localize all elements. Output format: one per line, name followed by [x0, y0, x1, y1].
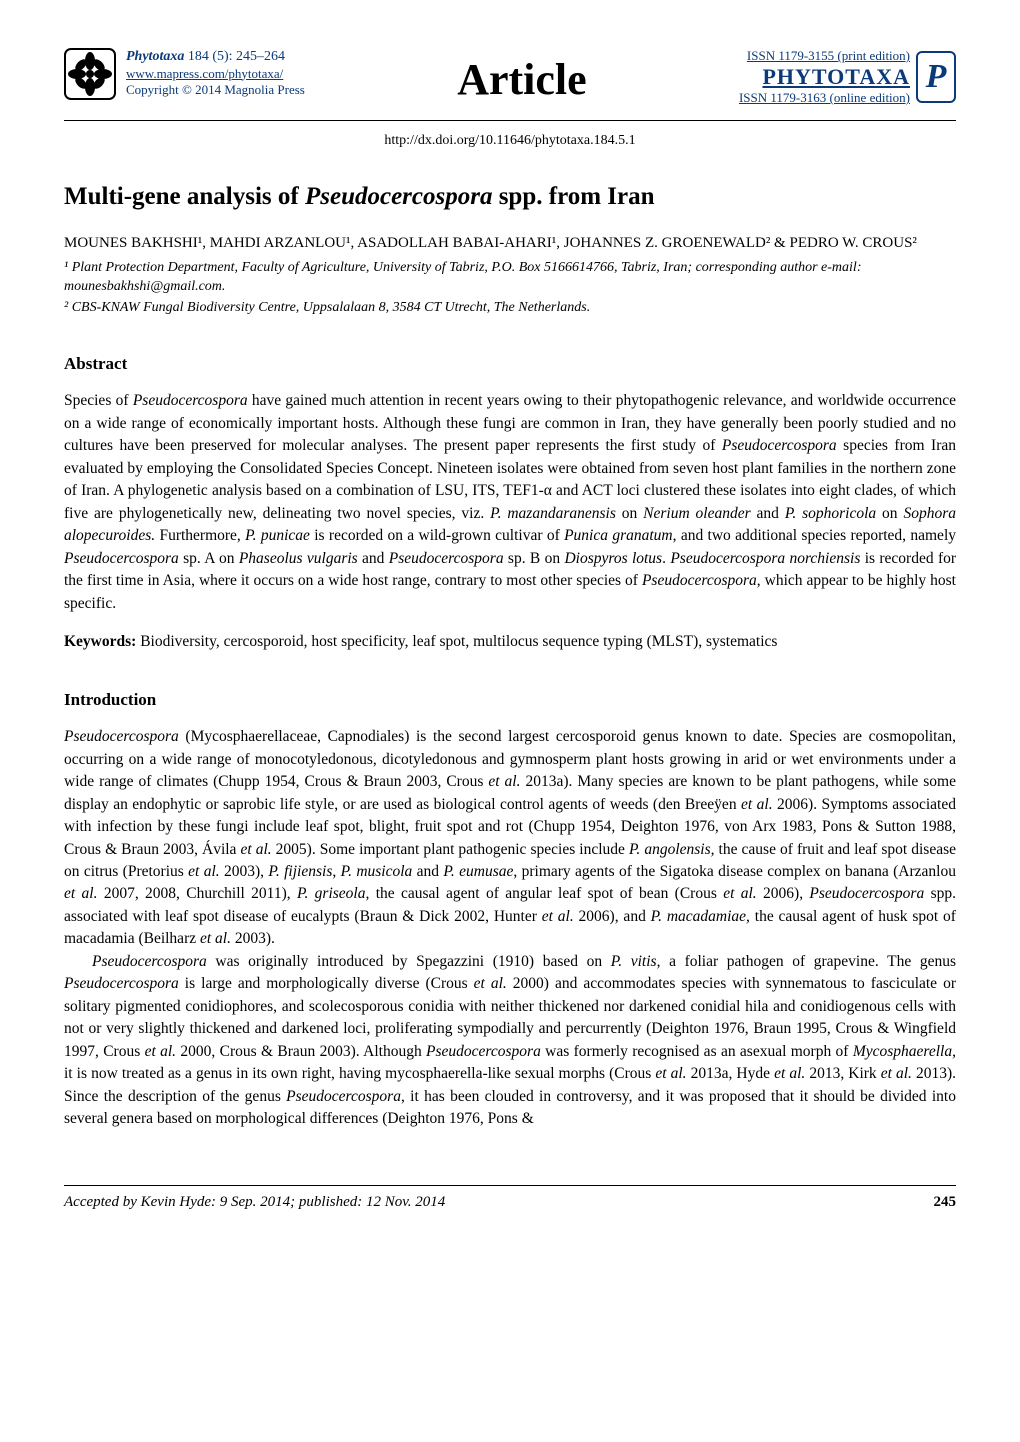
svg-text:P: P: [925, 58, 947, 95]
title-species: Pseudocercospora: [305, 183, 492, 210]
intro-para-2: Pseudocercospora was originally introduc…: [64, 951, 956, 1131]
title-prefix: Multi-gene analysis of: [64, 183, 305, 210]
masthead: Phytotaxa 184 (5): 245–264 www.mapress.c…: [64, 48, 956, 112]
title-suffix: spp. from Iran: [492, 183, 654, 210]
copyright: Copyright © 2014 Magnolia Press: [126, 82, 305, 98]
keywords-text: Biodiversity, cercosporoid, host specifi…: [136, 633, 777, 650]
phytotaxa-caps: PHYTOTAXA: [762, 64, 910, 90]
doi[interactable]: http://dx.doi.org/10.11646/phytotaxa.184…: [64, 131, 956, 151]
issn-block: ISSN 1179-3155 (print edition) PHYTOTAXA…: [739, 48, 956, 106]
masthead-left: Phytotaxa 184 (5): 245–264 www.mapress.c…: [64, 48, 305, 100]
abstract-text: Species of Pseudocercospora have gained …: [64, 390, 956, 615]
accepted-dates: Accepted by Kevin Hyde: 9 Sep. 2014; pub…: [64, 1192, 445, 1214]
paper-title: Multi-gene analysis of Pseudocercospora …: [64, 179, 956, 215]
journal-volume-pages: 184 (5): 245–264: [188, 49, 285, 64]
masthead-rule: [64, 120, 956, 121]
issn-online: ISSN 1179-3163 (online edition): [739, 90, 910, 106]
keywords-label: Keywords:: [64, 633, 136, 650]
affiliation-1: ¹ Plant Protection Department, Faculty o…: [64, 259, 956, 297]
authors: MOUNES BAKHSHI¹, MAHDI ARZANLOU¹, ASADOL…: [64, 233, 956, 255]
journal-info: Phytotaxa 184 (5): 245–264 www.mapress.c…: [126, 48, 305, 100]
page-number: 245: [934, 1192, 957, 1214]
keywords: Keywords: Biodiversity, cercosporoid, ho…: [64, 631, 956, 653]
footer: Accepted by Kevin Hyde: 9 Sep. 2014; pub…: [64, 1186, 956, 1214]
abstract-heading: Abstract: [64, 352, 956, 377]
flower-icon: [64, 48, 116, 100]
journal-name-line: Phytotaxa 184 (5): 245–264: [126, 48, 305, 66]
p-badge-icon: P: [916, 51, 956, 103]
issn-print: ISSN 1179-3155 (print edition): [747, 48, 910, 64]
article-label: Article: [457, 48, 586, 112]
intro-para-1: Pseudocercospora (Mycosphaerellaceae, Ca…: [64, 726, 956, 951]
affiliation-2: ² CBS-KNAW Fungal Biodiversity Centre, U…: [64, 299, 956, 318]
journal-url[interactable]: www.mapress.com/phytotaxa/: [126, 66, 305, 82]
introduction-heading: Introduction: [64, 688, 956, 713]
journal-name: Phytotaxa: [126, 49, 184, 64]
issn-text: ISSN 1179-3155 (print edition) PHYTOTAXA…: [739, 48, 910, 106]
